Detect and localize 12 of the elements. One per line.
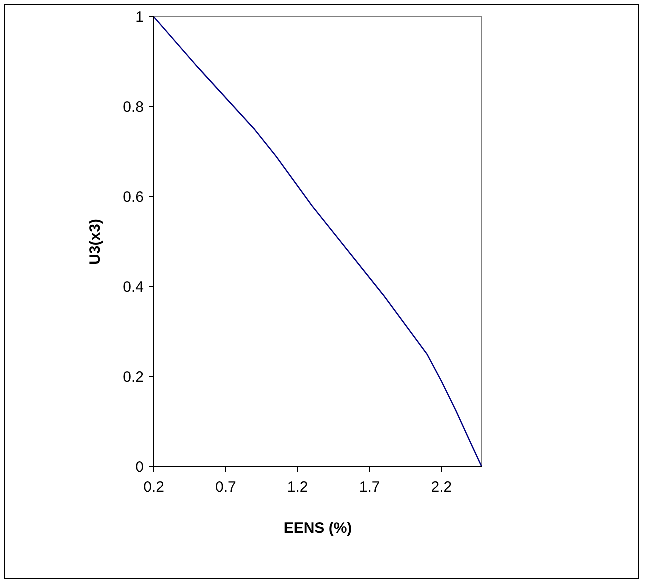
y-tick-label: 1 xyxy=(136,9,144,26)
y-tick-label: 0.4 xyxy=(123,279,144,296)
y-tick-label: 0 xyxy=(136,459,144,476)
y-tick-label: 0.6 xyxy=(123,189,144,206)
x-tick-label: 0.7 xyxy=(216,479,236,496)
y-tick-label: 0.8 xyxy=(123,99,144,116)
x-tick-label: 1.7 xyxy=(359,479,380,496)
x-tick-label: 2.2 xyxy=(431,479,452,496)
y-axis-title: U3(x3) xyxy=(87,219,104,265)
x-tick-label: 1.2 xyxy=(287,479,308,496)
y-tick-label: 0.2 xyxy=(123,369,144,386)
x-axis-title: EENS (%) xyxy=(284,520,352,537)
